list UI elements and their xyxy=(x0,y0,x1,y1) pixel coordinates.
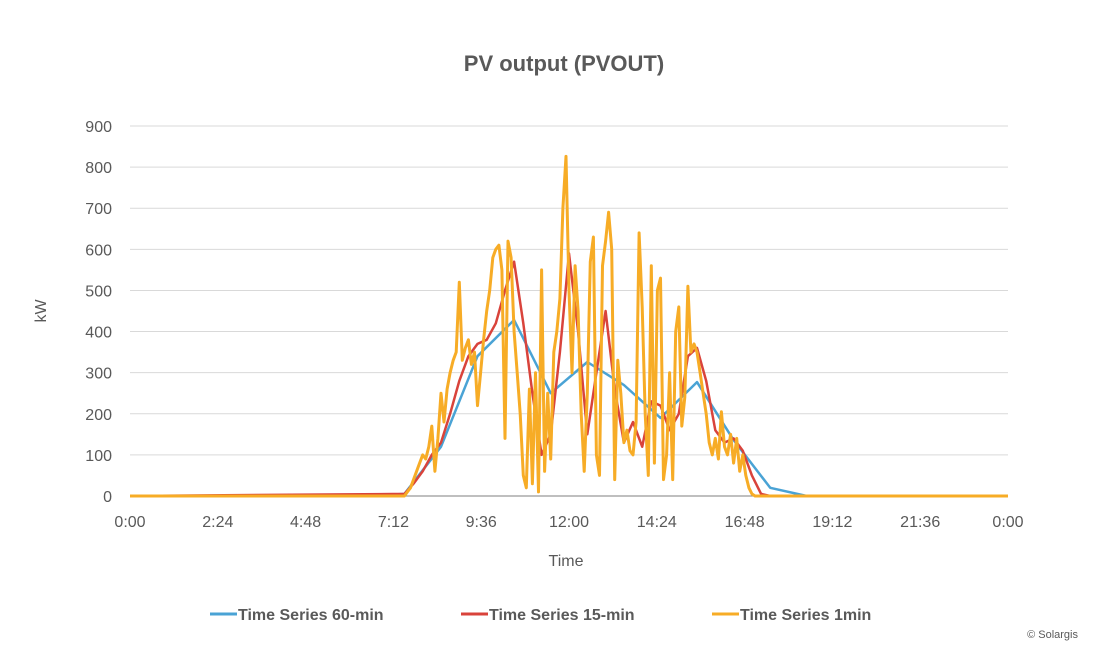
x-tick-label: 0:00 xyxy=(114,514,145,531)
y-tick-label: 600 xyxy=(85,242,112,259)
x-axis-label: Time xyxy=(549,553,584,570)
series-60min-line xyxy=(130,318,1008,498)
copyright: © Solargis xyxy=(1027,629,1078,641)
chart-title: PV output (PVOUT) xyxy=(464,51,664,76)
y-tick-label: 300 xyxy=(85,366,112,383)
legend-label: Time Series 1min xyxy=(740,607,871,624)
series-lines xyxy=(129,154,1008,498)
x-tick-label: 0:00 xyxy=(992,514,1023,531)
y-axis-ticks: 0 100 200 300 400 500 600 700 800 900 xyxy=(85,119,112,506)
y-tick-label: 900 xyxy=(85,119,112,136)
y-tick-label: 200 xyxy=(85,407,112,424)
x-tick-label: 4:48 xyxy=(290,514,321,531)
x-tick-label: 9:36 xyxy=(466,514,497,531)
series-15min-line xyxy=(129,252,1008,498)
legend: Time Series 60-min Time Series 15-min Time… xyxy=(210,607,871,624)
y-tick-label: 400 xyxy=(85,325,112,342)
legend-label: Time Series 15-min xyxy=(489,607,635,624)
legend-label: Time Series 60-min xyxy=(238,607,384,624)
x-tick-label: 21:36 xyxy=(900,514,940,531)
y-tick-label: 800 xyxy=(85,160,112,177)
y-tick-label: 0 xyxy=(103,489,112,506)
y-tick-label: 700 xyxy=(85,201,112,218)
x-tick-label: 16:48 xyxy=(725,514,765,531)
x-tick-label: 14:24 xyxy=(637,514,677,531)
y-tick-label: 100 xyxy=(85,448,112,465)
series-1min-line xyxy=(130,154,1008,498)
x-tick-label: 19:12 xyxy=(812,514,852,531)
x-tick-label: 12:00 xyxy=(549,514,589,531)
x-axis-ticks: 0:00 2:24 4:48 7:12 9:36 12:00 14:24 16:48 19:12… xyxy=(114,514,1023,531)
x-tick-label: 7:12 xyxy=(378,514,409,531)
y-axis-label: kW xyxy=(33,299,50,323)
x-tick-label: 2:24 xyxy=(202,514,233,531)
y-tick-label: 500 xyxy=(85,283,112,300)
